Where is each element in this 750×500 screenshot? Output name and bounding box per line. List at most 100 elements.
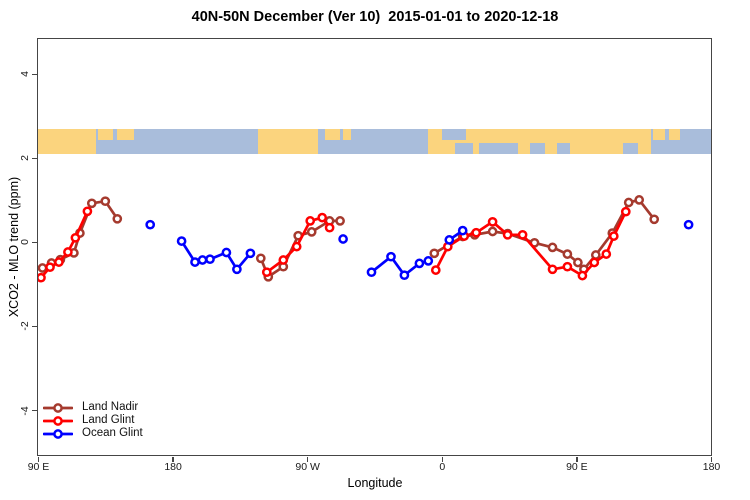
band-segment-land <box>428 128 652 154</box>
data-point-marker <box>620 206 631 217</box>
data-point-marker <box>562 249 573 259</box>
data-point-marker <box>70 232 81 243</box>
x-tick-label: 180 <box>702 461 721 473</box>
data-point-marker <box>190 257 200 267</box>
x-tick-label: 90 E <box>566 461 588 473</box>
y-tick-label: 2 <box>19 155 31 162</box>
data-point-marker <box>205 254 215 265</box>
y-tick-mark <box>32 241 37 244</box>
plot-area: Land Nadir Land Glint Ocean Glint <box>37 38 712 456</box>
data-point-marker <box>457 225 468 236</box>
latitude-map-band <box>38 128 711 154</box>
data-point-marker <box>517 229 528 240</box>
x-tick-mark <box>576 457 578 462</box>
x-tick-label: 90 W <box>295 461 320 473</box>
data-point-marker <box>366 267 377 278</box>
data-point-marker <box>487 226 498 237</box>
data-point-marker <box>573 257 583 268</box>
data-point-marker <box>232 264 242 275</box>
x-tick-label: 90 E <box>27 461 50 473</box>
y-tick-mark <box>32 409 37 412</box>
data-point-marker <box>547 264 558 275</box>
band-patch-land <box>343 128 351 141</box>
y-tick-mark <box>32 157 37 160</box>
data-point-marker <box>255 253 266 264</box>
data-point-marker <box>471 227 482 238</box>
data-point-marker <box>38 272 46 283</box>
x-tick-label: 0 <box>439 461 446 473</box>
band-segment-ocean <box>651 128 711 154</box>
y-tick-label: -2 <box>19 321 31 332</box>
band-patch-ocean <box>441 128 466 141</box>
band-patch-land <box>652 128 665 141</box>
data-point-marker <box>577 270 588 281</box>
data-point-marker <box>317 212 328 223</box>
data-point-marker <box>386 251 396 262</box>
legend-item-ocean-glint: Ocean Glint <box>43 427 143 440</box>
band-patch-land <box>97 128 113 141</box>
legend-marker-icon <box>43 415 73 426</box>
x-tick-label: 180 <box>164 461 182 473</box>
data-point-marker <box>608 231 619 241</box>
data-point-marker <box>399 270 410 281</box>
data-point-marker <box>197 255 208 265</box>
data-point-marker <box>430 265 441 275</box>
data-point-marker <box>429 248 440 259</box>
x-tick-mark <box>37 457 40 462</box>
data-point-marker <box>245 248 256 259</box>
data-series-layer <box>38 195 694 283</box>
y-tick-label: -4 <box>19 405 31 416</box>
data-point-marker <box>683 219 694 230</box>
data-point-marker <box>221 247 232 258</box>
y-axis-title: XCO2 - MLO trend (ppm) <box>7 176 21 318</box>
band-segment-land <box>38 128 97 154</box>
data-point-marker <box>261 267 272 278</box>
legend-label: Ocean Glint <box>82 427 143 439</box>
data-point-marker <box>112 213 123 224</box>
data-point-marker <box>54 257 64 267</box>
y-tick-mark <box>32 73 37 76</box>
data-point-marker <box>601 249 612 259</box>
data-point-marker <box>324 222 335 233</box>
legend-item-land-glint: Land Glint <box>43 414 143 427</box>
legend: Land Nadir Land Glint Ocean Glint <box>43 401 143 440</box>
x-tick-mark <box>172 457 174 462</box>
data-point-marker <box>82 206 93 217</box>
band-patch-ocean <box>479 143 519 154</box>
data-point-marker <box>502 229 513 240</box>
band-patch-ocean <box>530 143 545 154</box>
data-point-marker <box>176 236 187 246</box>
data-point-marker <box>291 241 302 252</box>
data-point-marker <box>86 198 97 209</box>
band-patch-land <box>325 128 341 141</box>
data-point-marker <box>623 197 634 208</box>
data-point-marker <box>423 256 434 266</box>
data-point-marker <box>305 216 316 226</box>
data-point-marker <box>649 214 660 225</box>
band-patch-ocean <box>556 143 571 154</box>
data-point-marker <box>306 227 317 237</box>
legend-item-land-nadir: Land Nadir <box>43 401 143 414</box>
y-tick-label: 4 <box>19 71 31 78</box>
band-segment-ocean <box>96 128 258 154</box>
data-point-marker <box>145 219 156 230</box>
data-point-marker <box>335 216 345 226</box>
x-tick-mark <box>441 457 444 462</box>
band-patch-land <box>117 128 134 141</box>
data-point-marker <box>562 261 573 272</box>
data-point-marker <box>278 255 289 265</box>
band-patch-ocean <box>622 143 638 154</box>
data-point-marker <box>634 195 645 205</box>
x-tick-mark <box>710 457 713 462</box>
data-point-marker <box>338 234 348 244</box>
legend-label: Land Glint <box>82 414 135 426</box>
x-tick-mark <box>306 457 309 462</box>
data-point-marker <box>414 258 425 269</box>
data-point-marker <box>45 262 55 273</box>
legend-marker-icon <box>43 428 73 439</box>
data-point-marker <box>487 216 498 227</box>
band-patch-land <box>669 128 680 141</box>
band-segment-ocean <box>317 128 429 154</box>
legend-label: Land Nadir <box>82 401 139 413</box>
